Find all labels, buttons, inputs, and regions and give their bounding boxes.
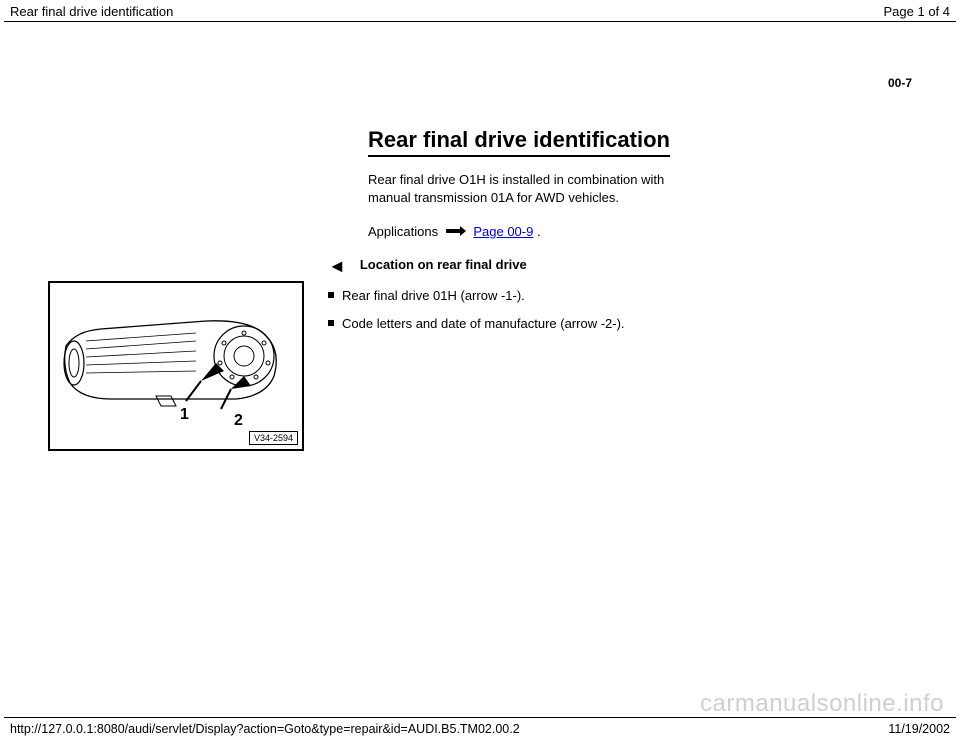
figure-box: 1 2 V34-2594	[48, 281, 304, 451]
applications-label: Applications	[368, 224, 438, 239]
watermark: carmanualsonline.info	[700, 690, 944, 718]
doc-title: Rear final drive identification	[10, 4, 173, 19]
section-row: 1 2 V34-2594 ◄ Location on rear final dr…	[48, 257, 912, 451]
intro-paragraph: Rear final drive O1H is installed in com…	[368, 171, 688, 206]
figure-caption: V34-2594	[249, 431, 298, 445]
title-block: Rear final drive identification Rear fin…	[368, 127, 912, 239]
page-link[interactable]: Page 00-9	[473, 224, 533, 239]
applications-suffix: .	[533, 224, 540, 239]
page-header: Rear final drive identification Page 1 o…	[0, 0, 960, 21]
content-area: Rear final drive identification Rear fin…	[0, 22, 960, 451]
footer-date: 11/19/2002	[888, 722, 950, 736]
list-item: Code letters and date of manufacture (ar…	[328, 315, 912, 333]
pointer-left-icon: ◄	[328, 257, 346, 275]
applications-row: Applications Page 00-9 .	[368, 224, 912, 239]
page-indicator: Page 1 of 4	[884, 4, 951, 19]
footer-url: http://127.0.0.1:8080/audi/servlet/Displ…	[10, 722, 520, 736]
right-column: ◄ Location on rear final drive Rear fina…	[328, 257, 912, 343]
pointer-row: ◄ Location on rear final drive	[328, 257, 912, 275]
figure-label-2: 2	[234, 412, 243, 429]
list-item: Rear final drive 01H (arrow -1-).	[328, 287, 912, 305]
page-number: 00-7	[888, 76, 912, 90]
bullet-list: Rear final drive 01H (arrow -1-). Code l…	[328, 287, 912, 333]
figure-label-1: 1	[180, 406, 189, 423]
page-footer: http://127.0.0.1:8080/audi/servlet/Displ…	[0, 717, 960, 742]
main-heading: Rear final drive identification	[368, 127, 670, 157]
drive-illustration: 1 2	[56, 289, 296, 443]
arrow-right-icon	[446, 224, 466, 239]
sub-heading: Location on rear final drive	[360, 257, 527, 272]
